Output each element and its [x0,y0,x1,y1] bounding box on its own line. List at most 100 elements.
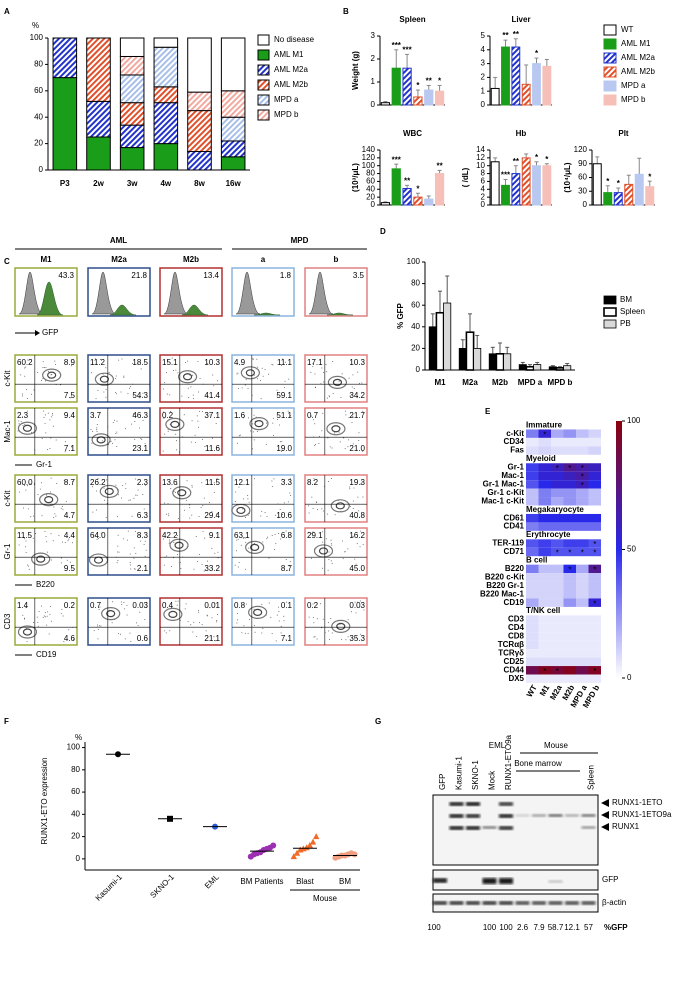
contour [31,552,51,566]
event-dot [328,638,330,640]
quadrant-percent: 6.3 [137,511,149,520]
event-dot [313,480,315,482]
column-label: WT [525,683,539,698]
y-tick-label: 12 [476,153,485,162]
bar-segment [119,147,145,171]
event-dot [243,498,245,500]
legend-swatch [603,38,617,50]
group-label: Spleen [587,765,596,790]
event-dot [95,358,97,360]
y-tick-label: 0 [39,165,44,174]
event-dot [283,615,285,617]
legend-label: MPD b [274,110,299,119]
event-dot [193,621,195,623]
heat-cell [551,463,564,472]
event-dot [199,377,201,379]
event-dot [144,443,146,445]
plot-box [304,474,368,523]
event-dot [236,373,238,375]
heat-cell [576,581,589,590]
bar-segment [119,102,145,126]
legend-label: AML M2b [621,67,655,76]
event-dot [132,362,134,364]
event-dot [330,618,332,620]
heat-cell [551,480,564,489]
event-dot [193,568,195,570]
event-dot [236,622,238,624]
event-dot [137,489,139,491]
quadrant-percent: 11.5 [17,531,33,540]
colorbar-label: 50 [627,545,636,554]
significance: ** [404,176,411,185]
event-dot [133,497,135,499]
event-dot [41,515,43,517]
heat-cell [551,632,564,641]
event-dot [60,507,62,509]
heat-cell [551,590,564,599]
event-dot [241,387,243,389]
event-dot [142,419,144,421]
heat-cell [588,446,601,455]
heat-cell [563,513,576,523]
event-dot [47,611,49,613]
contour [253,608,263,616]
quadrant-percent: 8.9 [64,358,76,367]
heat-cell [576,598,589,607]
event-dot [129,561,131,563]
event-dot [322,531,324,533]
event-dot [26,410,28,412]
event-dot [21,393,23,395]
quadrant-percent: 26.2 [90,478,106,487]
y-tick-label: 60 [411,300,420,309]
event-dot [63,640,65,642]
event-dot [211,511,213,513]
event-dot [312,617,314,619]
heat-cell [563,590,576,599]
event-dot [289,561,291,563]
band [548,901,563,905]
event-dot [261,367,263,369]
event-dot [103,499,105,501]
event-dot [245,379,247,381]
heat-cell [538,539,551,548]
event-dot [317,509,319,511]
event-dot [287,501,289,503]
event-dot [128,387,130,389]
significance: * [568,549,571,558]
event-dot [310,371,312,373]
event-dot [216,621,218,623]
event-dot [245,541,247,543]
event-dot [242,537,244,539]
event-dot [318,442,320,444]
event-dot [271,632,273,634]
event-dot [111,442,113,444]
event-dot [25,366,27,368]
heat-cell [551,657,564,667]
panel-label: B [343,7,349,16]
event-dot [47,412,49,414]
event-dot [357,396,359,398]
event-dot [181,395,183,397]
event-dot [322,618,324,620]
event-dot [185,603,187,605]
event-dot [247,498,249,500]
heat-cell [588,640,601,650]
quadrant-percent: 8.2 [307,478,319,487]
y-tick-label: 3 [481,59,486,68]
quadrant-percent: 2.3 [137,478,149,487]
event-dot [238,435,240,437]
y-tick-label: 120 [574,145,588,154]
event-dot [216,447,218,449]
event-dot [38,611,40,613]
event-dot [140,368,142,370]
plot-box [87,527,151,576]
event-dot [316,618,318,620]
event-dot [116,445,118,447]
contour [245,540,265,554]
x-tick-label: BM Patients [240,877,283,886]
significance: * [416,184,420,193]
y-tick-label: 0 [371,100,376,109]
event-dot [90,428,92,430]
event-dot [287,410,289,412]
event-dot [256,358,258,360]
